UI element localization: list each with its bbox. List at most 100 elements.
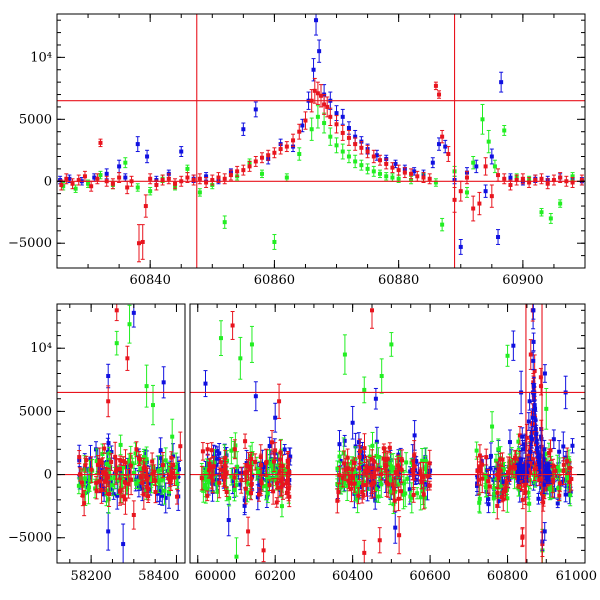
top-green-point bbox=[371, 169, 376, 174]
top-red-point bbox=[471, 206, 476, 211]
bottom-green-outlier bbox=[389, 342, 394, 347]
top-red-point bbox=[458, 189, 463, 194]
bottom-red-point bbox=[123, 460, 128, 465]
top-red-point bbox=[98, 140, 103, 145]
top-red-point bbox=[173, 181, 178, 186]
bottom-blue-point bbox=[563, 492, 568, 497]
bottom-red-point bbox=[476, 477, 481, 482]
top-red-point bbox=[433, 83, 438, 88]
bottom-blue-point bbox=[561, 444, 566, 449]
bottom-red-point bbox=[361, 492, 366, 497]
bottom-red-point bbox=[243, 486, 248, 491]
top-green-point bbox=[480, 117, 485, 122]
bottom-blue-point bbox=[529, 464, 534, 469]
bottom-red-point bbox=[145, 476, 150, 481]
bottom-red-point bbox=[211, 464, 216, 469]
bottom-red-point bbox=[138, 475, 143, 480]
top-panel-reference-lines bbox=[57, 14, 585, 268]
bottom-red-point bbox=[498, 468, 503, 473]
bottom-flare-blue-point bbox=[520, 447, 525, 452]
bottom-red-point bbox=[99, 487, 104, 492]
bottom-blue-point bbox=[552, 487, 557, 492]
bottom-green-point bbox=[118, 442, 123, 447]
top-green-point bbox=[440, 222, 445, 227]
bottom-blue-outlier bbox=[511, 343, 516, 348]
top-red-point bbox=[551, 178, 556, 183]
bottom-red-point bbox=[84, 458, 89, 463]
bottom-red-point bbox=[253, 459, 258, 464]
bottom-red-point bbox=[113, 454, 118, 459]
bottom-green-point bbox=[134, 481, 139, 486]
bottom-green-point bbox=[174, 465, 179, 470]
bottom-green-point bbox=[265, 491, 270, 496]
bottom-red-point bbox=[199, 476, 204, 481]
bottom-red-point bbox=[336, 489, 341, 494]
bottom-red-point bbox=[410, 467, 415, 472]
bottom-green-point bbox=[151, 465, 156, 470]
bottom-flare-red-point bbox=[517, 433, 522, 438]
bottom-red-point bbox=[224, 490, 229, 495]
bottom-green-point bbox=[162, 488, 167, 493]
bottom-green-point bbox=[203, 486, 208, 491]
top-red-point bbox=[154, 182, 159, 187]
bottom-red-point bbox=[350, 475, 355, 480]
bottom-red-point bbox=[510, 465, 515, 470]
bottom-red-point bbox=[496, 476, 501, 481]
top-red-point bbox=[502, 176, 507, 181]
bottom-flare-blue-point bbox=[530, 415, 535, 420]
bottom-green-point bbox=[526, 490, 531, 495]
bottom-red-point bbox=[365, 469, 370, 474]
bottom-green-point bbox=[212, 460, 217, 465]
top-y-tick-label: −5000 bbox=[8, 236, 52, 251]
bottom-red-point bbox=[477, 453, 482, 458]
bottom-red-point bbox=[427, 461, 432, 466]
bottom-green-point bbox=[353, 477, 358, 482]
top-x-tick-label: 60840 bbox=[129, 273, 170, 288]
bottom-green-point bbox=[270, 467, 275, 472]
top-blue-point bbox=[437, 142, 442, 147]
bottom-red-point bbox=[557, 481, 562, 486]
bottom-blue-point bbox=[360, 455, 365, 460]
top-green-point bbox=[471, 160, 476, 165]
bottom-flare-blue-point bbox=[526, 419, 531, 424]
bottom-green-point bbox=[158, 477, 163, 482]
bottom-blue-point bbox=[551, 437, 556, 442]
top-green-point bbox=[148, 189, 153, 194]
bottom-red-point bbox=[383, 463, 388, 468]
bottom-green-point bbox=[498, 484, 503, 489]
top-red-point bbox=[82, 174, 87, 179]
top-red-point bbox=[359, 145, 364, 150]
bottom-red-point bbox=[419, 479, 424, 484]
bottom-blue-point bbox=[376, 484, 381, 489]
bottom-flare-blue-point bbox=[522, 464, 527, 469]
bottom-red-point bbox=[153, 478, 158, 483]
top-blue-point bbox=[483, 189, 488, 194]
bottom-green-point bbox=[391, 465, 396, 470]
bottom-red-point bbox=[168, 477, 173, 482]
bottom-red-point bbox=[280, 482, 285, 487]
bottom-blue-point bbox=[374, 439, 379, 444]
bottom-green-outlier bbox=[505, 353, 510, 358]
bottom-flare-blue-point bbox=[529, 434, 534, 439]
top-blue-point bbox=[145, 154, 150, 159]
bottom-red-point bbox=[346, 478, 351, 483]
bottom-green-point bbox=[557, 468, 562, 473]
top-green-point bbox=[98, 173, 103, 178]
top-red-point bbox=[197, 176, 202, 181]
top-green-point bbox=[378, 171, 383, 176]
bottom-green-point bbox=[355, 485, 360, 490]
bottom-red-point bbox=[77, 455, 82, 460]
bottom-red-point bbox=[501, 497, 506, 502]
bottom-green-point bbox=[401, 492, 406, 497]
bottom-green-point bbox=[273, 478, 278, 483]
top-green-point bbox=[353, 159, 358, 164]
bottom-red-point bbox=[206, 468, 211, 473]
bottom-red-point bbox=[246, 464, 251, 469]
bottom-green-point bbox=[361, 479, 366, 484]
bottom-red-point bbox=[370, 457, 375, 462]
bottom-red-point bbox=[258, 463, 263, 468]
bottom-green-point bbox=[100, 451, 105, 456]
bottom-green-point bbox=[131, 470, 136, 475]
bottom-green-point bbox=[415, 491, 420, 496]
bottom-red-point bbox=[495, 503, 500, 508]
